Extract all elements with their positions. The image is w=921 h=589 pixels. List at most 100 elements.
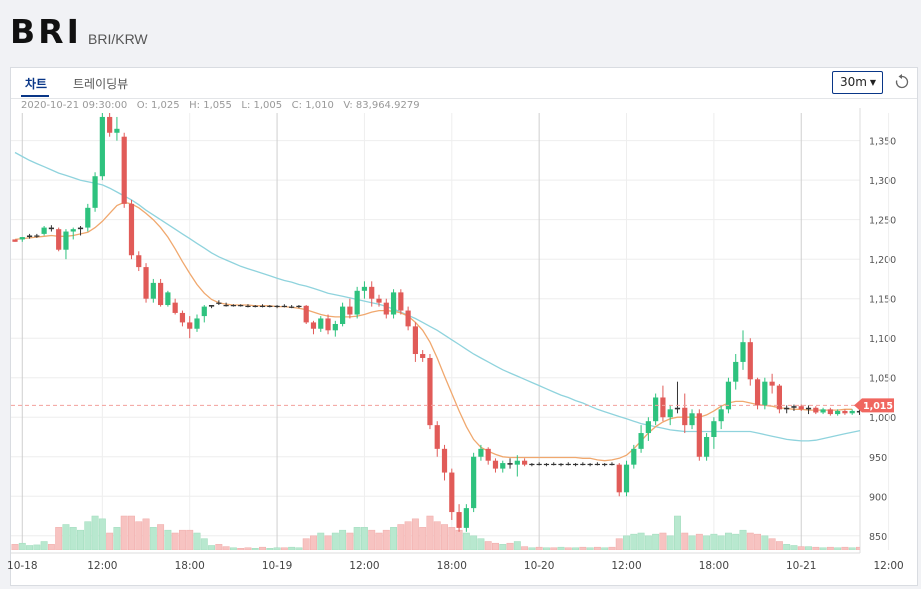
volume-bar [754, 533, 762, 550]
candle-body [230, 305, 236, 307]
volume-bar [717, 535, 725, 550]
candle-up [602, 463, 608, 467]
candle-up [99, 113, 105, 181]
candle-up [19, 237, 25, 242]
candle-body [303, 305, 309, 323]
candle-up [318, 316, 324, 332]
candle-body [420, 354, 426, 358]
x-tick-label: 12:00 [87, 560, 117, 572]
candle-body [456, 512, 462, 528]
candle-body [572, 463, 579, 466]
chart-tabs: 차트 트레이딩뷰 30m ▼ [11, 68, 917, 99]
candle-up [674, 381, 681, 414]
candle-body [34, 235, 40, 237]
interval-select[interactable]: 30m ▼ [832, 71, 883, 94]
volume-bar [69, 527, 77, 550]
current-price-label: 1,015 [863, 401, 893, 412]
y-tick-label: 950 [869, 453, 887, 464]
candle-body [747, 342, 753, 380]
volume-bar [462, 532, 470, 550]
candle-up [252, 305, 258, 308]
x-tick-label: 10-21 [786, 560, 817, 572]
volume-bar [426, 515, 434, 550]
volume-bar [484, 541, 492, 550]
candle-down [121, 132, 127, 208]
volume-bar [732, 533, 740, 550]
candle-body [784, 407, 790, 410]
candle-body [179, 312, 186, 323]
candle-body [733, 361, 739, 382]
volume-bar [382, 529, 390, 550]
candle-body [325, 318, 331, 331]
candle-down [310, 320, 317, 335]
volume-bar [542, 547, 550, 550]
candle-body [383, 302, 389, 315]
candle-up [500, 460, 506, 473]
candle-down [842, 409, 848, 415]
candle-body [696, 413, 702, 457]
volume-bar [506, 542, 514, 550]
candle-down [12, 239, 18, 242]
x-tick-label: 12:00 [349, 560, 379, 572]
candle-down [369, 281, 375, 307]
volume-bar [783, 544, 791, 550]
candle-down [616, 463, 622, 497]
volume-bar [397, 524, 405, 550]
candle-body [798, 406, 804, 410]
plot-area [11, 113, 913, 550]
candle-up [740, 330, 746, 370]
volume-bar [200, 538, 208, 550]
candle-body [92, 176, 98, 208]
volume-bar [805, 546, 812, 550]
candle-down [522, 458, 528, 467]
volume-bar [652, 533, 660, 550]
candle-up [201, 305, 207, 323]
volume-bar [353, 527, 361, 550]
candle-body [711, 421, 717, 437]
candle-up [34, 233, 40, 238]
candle-body [463, 508, 469, 528]
candle-up [711, 417, 717, 449]
candle-down [245, 304, 251, 308]
candle-body [485, 448, 491, 461]
candle-up [92, 172, 98, 212]
volume-bar [178, 529, 186, 550]
candle-up [267, 305, 273, 308]
volume-bar [441, 524, 448, 550]
candle-up [849, 409, 855, 415]
candle-down [383, 298, 389, 319]
candle-down [754, 377, 761, 410]
candle-up [529, 463, 535, 467]
candle-body [908, 397, 913, 409]
volume-bar [433, 521, 441, 550]
x-tick-label: 10-19 [262, 560, 293, 572]
tab-tradingview[interactable]: 트레이딩뷰 [73, 77, 129, 91]
candle-body [835, 410, 841, 415]
candle-down [449, 468, 455, 520]
candle-up [194, 314, 200, 332]
volume-bar [907, 544, 913, 550]
volume-bar [324, 535, 332, 550]
tab-chart[interactable]: 차트 [25, 77, 48, 91]
candle-body [77, 227, 84, 230]
volume-bar [62, 524, 70, 550]
x-tick-label: 18:00 [699, 560, 729, 572]
volume-bar [812, 546, 820, 550]
candle-up [791, 404, 797, 411]
candle-body [543, 463, 550, 466]
refresh-icon[interactable] [893, 73, 911, 91]
candle-up [733, 354, 739, 390]
volume-bar [608, 546, 616, 550]
volume-bar [572, 547, 580, 550]
candle-up [471, 452, 477, 513]
y-tick-label: 1,150 [869, 295, 896, 306]
volume-bar [106, 532, 114, 550]
volume-bar [550, 547, 558, 550]
candle-body [48, 227, 54, 230]
candle-body [893, 409, 898, 411]
volume-bar [26, 545, 34, 550]
candle-up [762, 377, 768, 410]
candle-body [791, 406, 797, 408]
volume-bar [237, 548, 245, 550]
